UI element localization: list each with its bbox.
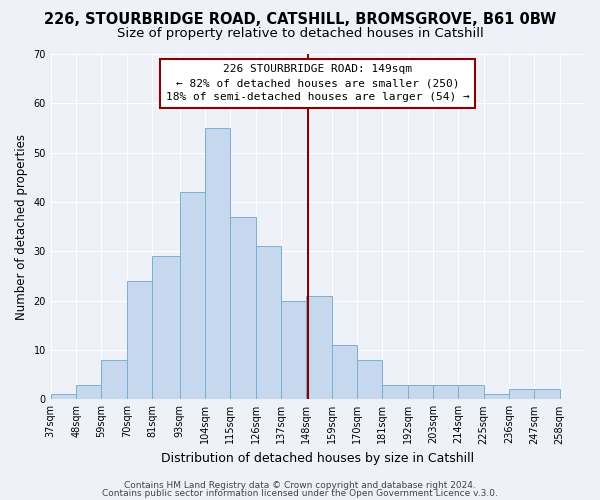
- Bar: [535, 390, 560, 400]
- Bar: [51, 394, 76, 400]
- Text: Contains public sector information licensed under the Open Government Licence v.: Contains public sector information licen…: [102, 488, 498, 498]
- Text: 226, STOURBRIDGE ROAD, CATSHILL, BROMSGROVE, B61 0BW: 226, STOURBRIDGE ROAD, CATSHILL, BROMSGR…: [44, 12, 556, 28]
- Bar: [458, 384, 484, 400]
- Bar: [407, 384, 433, 400]
- Bar: [205, 128, 230, 400]
- Text: Contains HM Land Registry data © Crown copyright and database right 2024.: Contains HM Land Registry data © Crown c…: [124, 481, 476, 490]
- Text: Size of property relative to detached houses in Catshill: Size of property relative to detached ho…: [116, 28, 484, 40]
- Bar: [101, 360, 127, 400]
- Bar: [127, 281, 152, 400]
- X-axis label: Distribution of detached houses by size in Catshill: Distribution of detached houses by size …: [161, 452, 475, 465]
- Bar: [357, 360, 382, 400]
- Y-axis label: Number of detached properties: Number of detached properties: [15, 134, 28, 320]
- Bar: [76, 384, 101, 400]
- Bar: [332, 345, 357, 400]
- Bar: [484, 394, 509, 400]
- Bar: [152, 256, 180, 400]
- Bar: [307, 296, 332, 400]
- Bar: [509, 390, 535, 400]
- Bar: [382, 384, 407, 400]
- Bar: [230, 217, 256, 400]
- Bar: [433, 384, 458, 400]
- Text: 226 STOURBRIDGE ROAD: 149sqm
← 82% of detached houses are smaller (250)
18% of s: 226 STOURBRIDGE ROAD: 149sqm ← 82% of de…: [166, 64, 470, 102]
- Bar: [180, 192, 205, 400]
- Bar: [281, 300, 307, 400]
- Bar: [256, 246, 281, 400]
